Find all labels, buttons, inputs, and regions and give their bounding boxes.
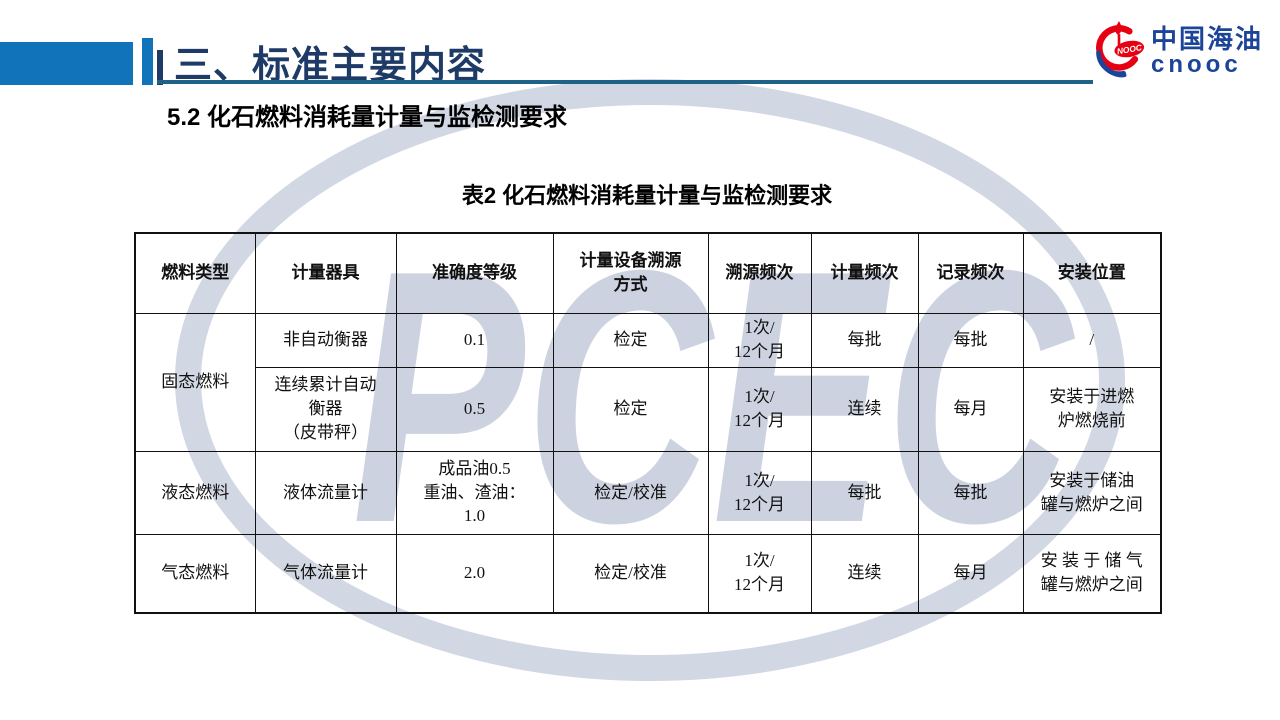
- col-header-fuel-type: 燃料类型: [134, 232, 256, 314]
- table-cell: 检定/校准: [552, 450, 709, 535]
- table-cell: 连续: [810, 366, 919, 452]
- col-header-record-frequency: 记录频次: [917, 232, 1024, 314]
- table-cell: 每批: [917, 312, 1024, 368]
- table-cell: 每批: [917, 450, 1024, 535]
- table-row: 液态燃料 液体流量计 成品油0.5 重油、渣油： 1.0 检定/校准 1次/ 1…: [134, 450, 1162, 535]
- col-header-metering-frequency: 计量频次: [810, 232, 919, 314]
- section-subtitle: 5.2 化石燃料消耗量计量与监检测要求: [167, 104, 568, 131]
- header-accent-block: [0, 42, 133, 85]
- logo-torch-stem: [1117, 34, 1121, 46]
- table-row: 气态燃料 气体流量计 2.0 检定/校准 1次/ 12个月 连续 每月 安 装 …: [134, 533, 1162, 614]
- table-cell: 非自动衡器: [254, 312, 397, 368]
- cell-solid-fuel: 固态燃料: [134, 312, 256, 452]
- header-underline: [157, 80, 1093, 84]
- cnooc-logo-text: 中国海油 cnooc: [1151, 20, 1263, 77]
- table-cell: 连续累计自动 衡器 （皮带秤）: [254, 366, 397, 452]
- requirements-table-wrap: 燃料类型 计量器具 准确度等级 计量设备溯源 方式 溯源频次 计量频次 记录频次…: [134, 232, 1162, 614]
- table-cell: 检定: [552, 366, 709, 452]
- table-cell: 每月: [917, 366, 1024, 452]
- logo-badge: NOOC: [1114, 40, 1145, 58]
- table-cell: 1次/ 12个月: [707, 533, 812, 614]
- table-cell: 连续: [810, 533, 919, 614]
- header-accent-tick: [157, 50, 163, 85]
- cell-gas-fuel: 气态燃料: [134, 533, 256, 614]
- table-row: 连续累计自动 衡器 （皮带秤） 0.5 检定 1次/ 12个月 连续 每月 安装…: [135, 366, 1162, 452]
- logo-wave-icon: [1106, 67, 1127, 78]
- table-cell: 安装于储油 罐与燃炉之间: [1022, 450, 1162, 535]
- logo-badge-text: NOOC: [1116, 42, 1143, 56]
- table-cell: 1次/ 12个月: [707, 450, 812, 535]
- table-cell: 每批: [810, 450, 919, 535]
- header-accent-bar: [142, 38, 153, 85]
- logo-name-en: cnooc: [1151, 51, 1242, 78]
- col-header-traceability-method: 计量设备溯源 方式: [552, 232, 709, 314]
- requirements-table: 燃料类型 计量器具 准确度等级 计量设备溯源 方式 溯源频次 计量频次 记录频次…: [134, 232, 1162, 614]
- cnooc-logo-icon: NOOC: [1096, 21, 1145, 78]
- table-cell: 1次/ 12个月: [707, 366, 812, 452]
- table-cell: 0.5: [395, 366, 554, 452]
- table-cell: 每批: [810, 312, 919, 368]
- table-cell: 每月: [917, 533, 1024, 614]
- table-cell: 检定: [552, 312, 709, 368]
- table-cell: 成品油0.5 重油、渣油： 1.0: [395, 450, 554, 535]
- logo-flame-icon: [1115, 21, 1122, 35]
- col-header-accuracy: 准确度等级: [395, 232, 554, 314]
- table-cell: 0.1: [395, 312, 554, 368]
- col-header-instrument: 计量器具: [254, 232, 397, 314]
- table-cell: 检定/校准: [552, 533, 709, 614]
- table-cell: 1次/ 12个月: [707, 312, 812, 368]
- col-header-install-position: 安装位置: [1022, 232, 1162, 314]
- table-caption: 表2 化石燃料消耗量计量与监检测要求: [461, 183, 833, 208]
- table-cell: 液体流量计: [254, 450, 397, 535]
- table-row: 固态燃料 非自动衡器 0.1 检定 1次/ 12个月 每批 每批 /: [134, 312, 1162, 452]
- table-cell: 气体流量计: [254, 533, 397, 614]
- table-cell: 2.0: [395, 533, 554, 614]
- table-cell: 安装于进燃 炉燃烧前: [1022, 366, 1162, 452]
- table-header-row: 燃料类型 计量器具 准确度等级 计量设备溯源 方式 溯源频次 计量频次 记录频次…: [134, 232, 1162, 314]
- col-header-traceability-frequency: 溯源频次: [707, 232, 812, 314]
- cnooc-logo: NOOC 中国海油 cnooc: [1091, 20, 1263, 78]
- table-cell: 安 装 于 储 气 罐与燃炉之间: [1022, 533, 1162, 614]
- table-cell: /: [1022, 312, 1162, 368]
- logo-name-cn: 中国海油: [1151, 24, 1264, 54]
- cell-liquid-fuel: 液态燃料: [134, 450, 256, 535]
